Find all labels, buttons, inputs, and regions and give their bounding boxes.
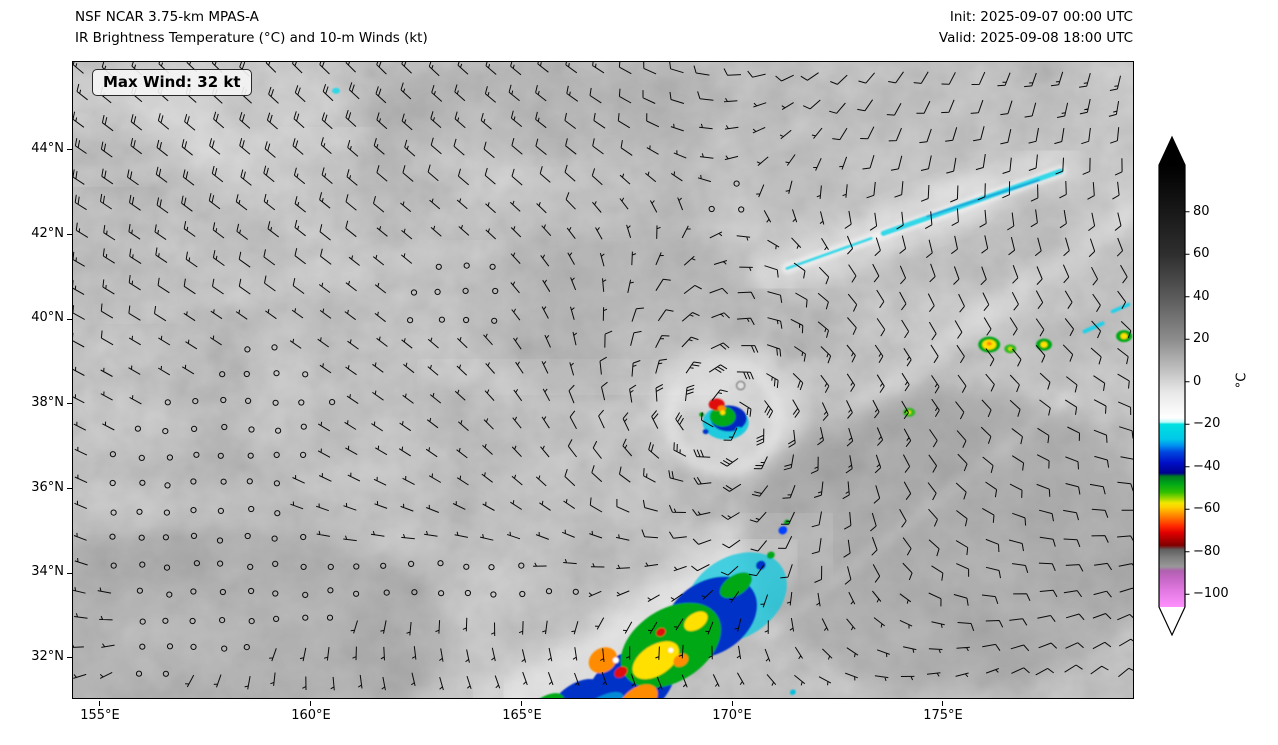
x-axis-tick-label: 155°E	[80, 708, 120, 723]
max-wind-badge: Max Wind: 32 kt	[92, 69, 252, 96]
y-axis-tick	[67, 488, 72, 490]
colorbar-tick-label: 0	[1193, 374, 1202, 389]
y-axis-tick	[67, 403, 72, 405]
colorbar	[1158, 135, 1190, 637]
y-axis-tick-label: 42°N	[31, 226, 64, 241]
max-wind-label: Max Wind: 32 kt	[103, 73, 241, 91]
colorbar-unit-label: °C	[1234, 372, 1250, 389]
colorbar-tick-label: −60	[1193, 501, 1221, 516]
x-axis-tick	[942, 701, 944, 706]
model-title: NSF NCAR 3.75-km MPAS-A	[75, 9, 259, 25]
field-title: IR Brightness Temperature (°C) and 10-m …	[75, 30, 428, 46]
x-axis-tick	[310, 701, 312, 706]
y-axis-tick-label: 32°N	[31, 649, 64, 664]
x-axis-tick-label: 160°E	[291, 708, 331, 723]
map-plot: Max Wind: 32 kt	[72, 61, 1134, 699]
title-block: NSF NCAR 3.75-km MPAS-A IR Brightness Te…	[75, 7, 428, 49]
x-axis-tick-label: 175°E	[923, 708, 963, 723]
y-axis-tick-label: 38°N	[31, 395, 64, 410]
colorbar-tick-label: −100	[1193, 586, 1229, 601]
colorbar-tick-label: −40	[1193, 459, 1221, 474]
colorbar-tick-label: −20	[1193, 416, 1221, 431]
ir-satellite-map	[73, 62, 1133, 698]
y-axis-tick	[67, 319, 72, 321]
valid-time: Valid: 2025-09-08 18:00 UTC	[938, 30, 1133, 46]
y-axis-tick	[67, 149, 72, 151]
colorbar-tick-label: 80	[1193, 204, 1210, 219]
y-axis-tick-label: 34°N	[31, 564, 64, 579]
x-axis-tick	[521, 701, 523, 706]
y-axis-tick	[67, 573, 72, 575]
y-axis-tick-label: 40°N	[31, 310, 64, 325]
x-axis-tick	[732, 701, 734, 706]
init-time: Init: 2025-09-07 00:00 UTC	[949, 9, 1133, 25]
colorbar-tick-label: 20	[1193, 331, 1210, 346]
x-axis-tick-label: 165°E	[502, 708, 542, 723]
x-axis-tick-label: 170°E	[712, 708, 752, 723]
time-block: Init: 2025-09-07 00:00 UTC Valid: 2025-0…	[939, 7, 1133, 49]
colorbar-tick-label: 40	[1193, 289, 1210, 304]
y-axis-tick-label: 36°N	[31, 480, 64, 495]
colorbar-tick-label: −80	[1193, 544, 1221, 559]
y-axis-tick	[67, 657, 72, 659]
y-axis-tick-label: 44°N	[31, 141, 64, 156]
x-axis-tick	[99, 701, 101, 706]
colorbar-tick-label: 60	[1193, 246, 1210, 261]
cold-cloud-features	[331, 87, 1133, 698]
wind-barbs	[73, 62, 1133, 691]
y-axis-tick	[67, 234, 72, 236]
